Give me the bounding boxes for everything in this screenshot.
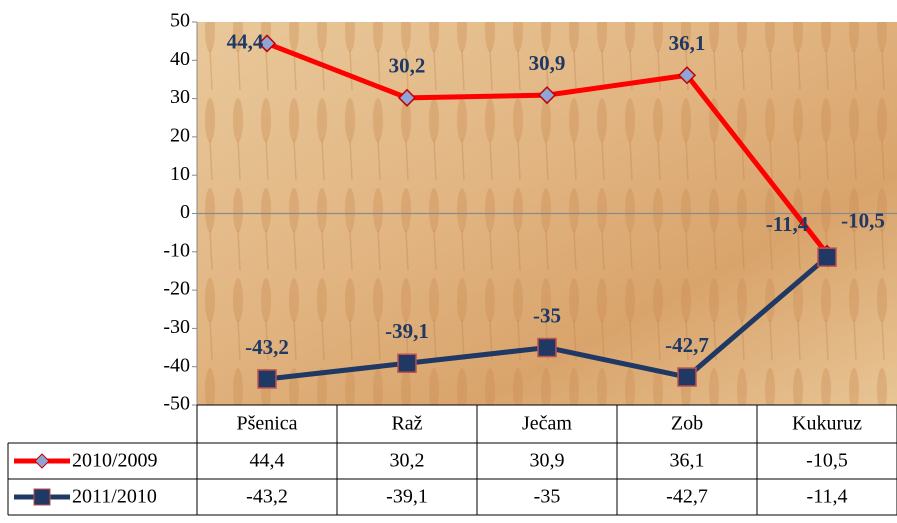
y-tick-label: 40 xyxy=(170,48,190,70)
table-cell: -42,7 xyxy=(666,486,708,508)
data-label: -10,5 xyxy=(841,209,885,233)
x-tick-label: Pšenica xyxy=(236,413,297,435)
legend-label: 2010/2009 xyxy=(72,450,158,472)
data-label: -11,4 xyxy=(766,212,809,236)
data-label: 30,2 xyxy=(389,54,426,78)
y-tick-label: 50 xyxy=(170,10,190,32)
table-cell: -35 xyxy=(534,486,561,508)
y-tick-label: -30 xyxy=(163,316,190,338)
table-cell: 44,4 xyxy=(250,450,285,472)
marker xyxy=(257,34,277,53)
legend-marker xyxy=(33,488,51,506)
table-cell: 36,1 xyxy=(670,450,705,472)
marker xyxy=(397,353,417,374)
marker xyxy=(537,337,557,358)
y-tick-label: -20 xyxy=(163,278,190,300)
data-label: -35 xyxy=(533,303,561,327)
marker xyxy=(257,369,277,389)
marker xyxy=(677,66,697,85)
x-tick-label: Kukuruz xyxy=(792,413,862,435)
y-tick-label: -50 xyxy=(163,393,190,415)
y-tick-label: 20 xyxy=(170,124,190,146)
data-label: -39,1 xyxy=(385,319,429,343)
data-label: 36,1 xyxy=(669,31,706,55)
table-cell: 30,2 xyxy=(390,450,425,472)
table-cell: -39,1 xyxy=(386,486,428,508)
x-tick-label: Ječam xyxy=(522,413,572,435)
marker xyxy=(397,88,417,107)
marker xyxy=(677,367,697,387)
table-cell: -10,5 xyxy=(806,450,848,472)
y-tick-label: 0 xyxy=(180,201,190,223)
x-tick-label: Raž xyxy=(391,413,422,435)
marker xyxy=(537,86,557,105)
data-label: 30,9 xyxy=(529,51,566,75)
data-label: 44,4 xyxy=(227,29,264,53)
data-label: -42,7 xyxy=(665,333,709,357)
y-tick-label: -40 xyxy=(163,354,190,376)
marker xyxy=(817,247,837,267)
y-tick-label: -10 xyxy=(163,239,190,261)
y-tick-label: 10 xyxy=(170,163,190,185)
y-tick-label: 30 xyxy=(170,86,190,108)
x-tick-label: Zob xyxy=(671,413,703,435)
legend-marker xyxy=(34,453,50,469)
table-cell: -43,2 xyxy=(246,486,288,508)
table-cell: -11,4 xyxy=(807,486,848,508)
table-cell: 30,9 xyxy=(530,450,565,472)
legend-label: 2011/2010 xyxy=(72,486,157,508)
data-label: -43,2 xyxy=(245,335,289,359)
